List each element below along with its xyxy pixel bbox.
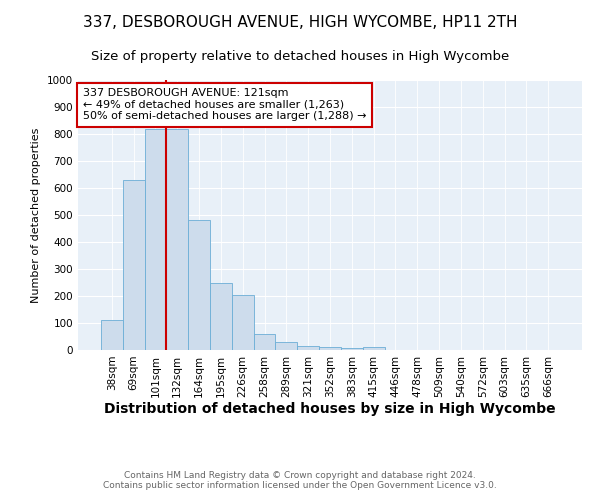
Bar	[188, 220, 210, 350]
Bar	[363, 347, 385, 350]
Bar	[232, 294, 254, 350]
Bar	[297, 346, 319, 350]
Text: 337 DESBOROUGH AVENUE: 121sqm
← 49% of detached houses are smaller (1,263)
50% o: 337 DESBOROUGH AVENUE: 121sqm ← 49% of d…	[83, 88, 367, 122]
Bar	[341, 348, 363, 350]
Bar	[166, 128, 188, 350]
Text: Size of property relative to detached houses in High Wycombe: Size of property relative to detached ho…	[91, 50, 509, 63]
Bar	[319, 348, 341, 350]
Text: Distribution of detached houses by size in High Wycombe: Distribution of detached houses by size …	[104, 402, 556, 416]
Bar	[210, 282, 232, 350]
Text: Contains HM Land Registry data © Crown copyright and database right 2024.
Contai: Contains HM Land Registry data © Crown c…	[103, 470, 497, 490]
Y-axis label: Number of detached properties: Number of detached properties	[31, 128, 41, 302]
Text: 337, DESBOROUGH AVENUE, HIGH WYCOMBE, HP11 2TH: 337, DESBOROUGH AVENUE, HIGH WYCOMBE, HP…	[83, 15, 517, 30]
Bar	[254, 334, 275, 350]
Bar	[101, 320, 123, 350]
Bar	[145, 128, 166, 350]
Bar	[123, 180, 145, 350]
Bar	[275, 342, 297, 350]
